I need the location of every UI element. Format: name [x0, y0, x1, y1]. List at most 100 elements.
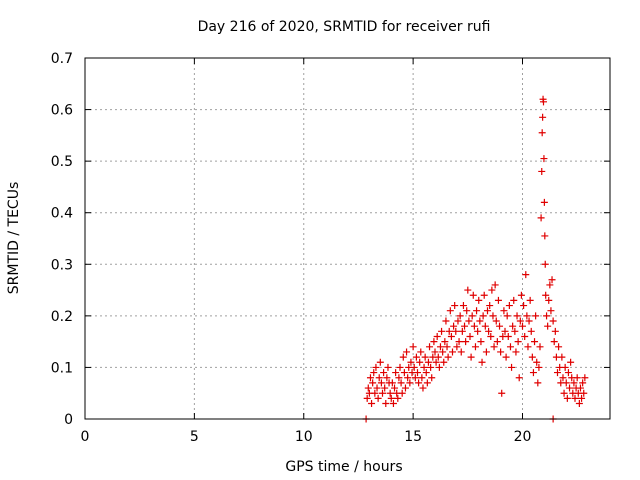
- data-point: [388, 379, 396, 387]
- data-point: [501, 327, 509, 335]
- data-point: [428, 374, 436, 382]
- points-layer: [362, 95, 589, 423]
- data-point: [435, 363, 443, 371]
- data-point: [400, 369, 408, 377]
- data-point: [396, 363, 404, 371]
- data-point: [399, 353, 407, 361]
- data-point: [564, 369, 572, 377]
- data-point: [539, 113, 547, 121]
- data-point: [533, 358, 541, 366]
- data-point: [404, 374, 412, 382]
- data-point: [407, 358, 415, 366]
- data-point: [411, 374, 419, 382]
- data-point: [474, 327, 482, 335]
- data-point: [427, 363, 435, 371]
- data-point: [452, 327, 460, 335]
- y-axis-title: SRMTID / TECUs: [6, 182, 22, 295]
- data-point: [469, 291, 477, 299]
- data-point: [502, 353, 510, 361]
- data-point: [515, 374, 523, 382]
- data-point: [505, 302, 513, 310]
- y-tick-label: 0.1: [51, 360, 73, 376]
- data-point: [527, 327, 535, 335]
- data-point: [441, 338, 449, 346]
- grid-layer: [85, 58, 610, 419]
- data-point: [466, 332, 474, 340]
- y-tick-label: 0.3: [51, 257, 73, 273]
- data-point: [373, 384, 381, 392]
- data-point: [451, 302, 459, 310]
- data-point: [457, 348, 465, 356]
- data-point: [486, 302, 494, 310]
- data-point: [415, 379, 423, 387]
- y-tick-label: 0.2: [51, 309, 73, 325]
- data-point: [430, 338, 438, 346]
- data-point: [516, 317, 524, 325]
- data-point: [522, 271, 530, 279]
- data-point: [392, 369, 400, 377]
- data-point: [376, 358, 384, 366]
- data-point: [464, 286, 472, 294]
- data-point: [494, 296, 502, 304]
- data-point: [559, 374, 567, 382]
- data-point: [508, 363, 516, 371]
- data-point: [380, 369, 388, 377]
- data-point: [562, 379, 570, 387]
- data-point: [580, 389, 588, 397]
- data-point: [571, 394, 579, 402]
- data-point: [394, 394, 402, 402]
- data-point: [558, 353, 566, 361]
- data-point: [497, 348, 505, 356]
- data-point: [555, 343, 563, 351]
- data-point: [377, 379, 385, 387]
- data-point: [550, 338, 558, 346]
- x-tick-label: 5: [190, 429, 199, 445]
- data-point: [498, 389, 506, 397]
- data-point: [454, 317, 462, 325]
- data-point: [467, 353, 475, 361]
- data-point: [529, 369, 537, 377]
- data-point: [513, 312, 521, 320]
- data-point: [481, 322, 489, 330]
- data-point: [403, 348, 411, 356]
- data-point: [375, 374, 383, 382]
- data-point: [537, 214, 545, 222]
- data-point: [433, 332, 441, 340]
- data-point: [459, 302, 467, 310]
- data-point: [473, 307, 481, 315]
- data-point: [383, 374, 391, 382]
- data-point: [487, 332, 495, 340]
- data-point: [554, 369, 561, 377]
- data-point: [575, 400, 583, 408]
- data-point: [447, 332, 455, 340]
- data-point: [544, 322, 552, 330]
- data-point: [461, 322, 469, 330]
- data-point: [489, 312, 497, 320]
- data-point: [520, 302, 528, 310]
- data-point: [462, 338, 470, 346]
- data-point: [424, 358, 432, 366]
- data-point: [439, 348, 447, 356]
- data-point: [426, 343, 434, 351]
- data-point: [414, 369, 421, 377]
- data-point: [366, 374, 374, 382]
- data-point: [463, 307, 471, 315]
- data-point: [528, 353, 536, 361]
- data-point: [492, 317, 500, 325]
- x-tick-label: 0: [81, 429, 90, 445]
- data-point: [480, 291, 488, 299]
- data-point: [381, 384, 389, 392]
- data-point: [560, 389, 568, 397]
- data-point: [538, 129, 546, 137]
- y-tick-label: 0.5: [51, 154, 73, 170]
- data-point: [573, 374, 581, 382]
- data-point: [525, 317, 533, 325]
- data-point: [374, 394, 382, 402]
- y-tick-labels: 0 0.1 0.2 0.3 0.4 0.5 0.6 0.7: [51, 51, 73, 428]
- data-point: [419, 384, 427, 392]
- data-point: [540, 198, 548, 206]
- data-point: [493, 338, 501, 346]
- data-point: [384, 363, 392, 371]
- data-point: [531, 338, 539, 346]
- data-point: [436, 343, 444, 351]
